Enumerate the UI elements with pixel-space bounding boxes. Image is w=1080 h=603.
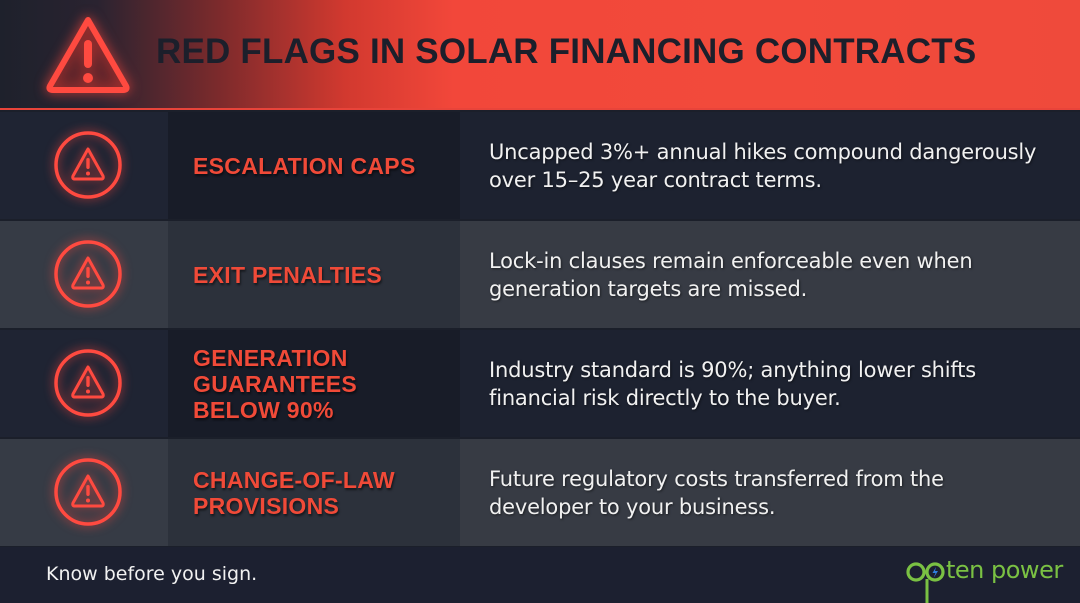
tagline: Know before you sign. [46,563,258,585]
flag-icon-cell [0,221,168,328]
page-title: RED FLAGS IN SOLAR FINANCING CONTRACTS [156,32,977,71]
warning-circle-icon [54,131,122,199]
warning-circle-icon [54,458,122,526]
flag-row-generation-guarantees: GENERATION GUARANTEES BELOW 90% Industry… [0,330,1080,437]
flag-description-cell: Uncapped 3%+ annual hikes compound dange… [460,112,1080,219]
flag-description: Lock-in clauses remain enforceable even … [489,248,973,301]
red-flags-table: ESCALATION CAPS Uncapped 3%+ annual hike… [0,112,1080,548]
flag-title-cell: EXIT PENALTIES [168,221,460,328]
flag-row-change-of-law: CHANGE-OF-LAW PROVISIONS Future regulato… [0,439,1080,546]
flag-title-cell: CHANGE-OF-LAW PROVISIONS [168,439,460,546]
footer: Know before you sign. ten power [0,547,1080,603]
flag-description-cell: Future regulatory costs transferred from… [460,439,1080,546]
flag-row-exit-penalties: EXIT PENALTIES Lock-in clauses remain en… [0,221,1080,328]
flag-title-cell: GENERATION GUARANTEES BELOW 90% [168,330,460,437]
flag-icon-cell [0,112,168,219]
flag-icon-cell [0,439,168,546]
flag-title: ESCALATION CAPS [193,152,416,179]
warning-circle-icon [54,349,122,417]
flag-description: Industry standard is 90%; anything lower… [489,357,977,410]
flag-description: Uncapped 3%+ annual hikes compound dange… [489,139,1037,192]
warning-triangle-icon [46,17,130,93]
flag-icon-cell [0,330,168,437]
flag-title: CHANGE-OF-LAW PROVISIONS [193,466,395,519]
brand-logo: ten power [906,555,1063,603]
header-banner: RED FLAGS IN SOLAR FINANCING CONTRACTS [0,0,1080,110]
flag-title: GENERATION GUARANTEES BELOW 90% [193,344,358,423]
warning-circle-icon [54,240,122,308]
plug-bolt-logo-icon [906,562,945,603]
flag-description: Future regulatory costs transferred from… [489,466,944,519]
flag-description-cell: Industry standard is 90%; anything lower… [460,330,1080,437]
brand-name: ten power [946,556,1063,584]
flag-title-cell: ESCALATION CAPS [168,112,460,219]
flag-description-cell: Lock-in clauses remain enforceable even … [460,221,1080,328]
flag-row-escalation-caps: ESCALATION CAPS Uncapped 3%+ annual hike… [0,112,1080,219]
flag-title: EXIT PENALTIES [193,261,383,288]
